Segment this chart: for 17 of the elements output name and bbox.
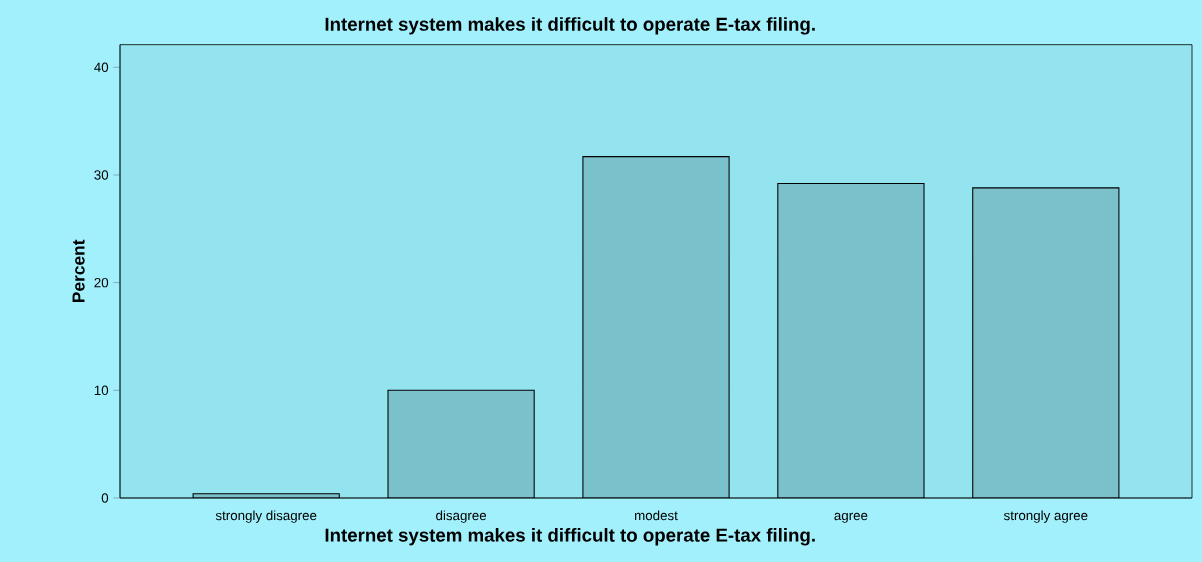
x-tick-label: strongly agree <box>1003 510 1088 523</box>
y-axis-title: Percent <box>72 239 85 302</box>
bar <box>777 183 925 498</box>
y-tick-label: 30 <box>94 170 109 180</box>
x-tick-label: agree <box>834 512 868 523</box>
x-axis-title: Internet system makes it difficult to operate E-tax filing. <box>325 528 815 546</box>
x-tick-label: modest <box>635 510 678 521</box>
y-tick-label: 40 <box>94 62 109 72</box>
bar <box>972 187 1120 498</box>
y-tick-label: 10 <box>94 385 109 396</box>
y-tick-label: 0 <box>101 493 109 503</box>
chart-title: Internet system makes it difficult to operate E-tax filing. <box>325 17 815 35</box>
bar <box>582 156 730 498</box>
x-tick-label: disagree <box>436 510 487 523</box>
x-tick-label: strongly disagree <box>215 510 317 523</box>
bar <box>387 389 535 498</box>
y-tick-label: 20 <box>94 277 109 288</box>
